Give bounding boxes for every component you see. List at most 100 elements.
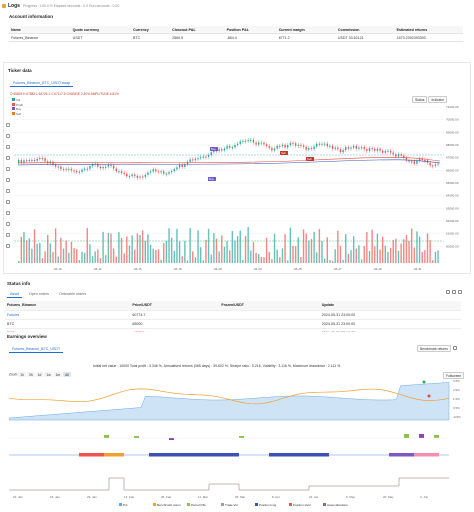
- period-pnl-bar: [419, 434, 424, 438]
- indicator-item[interactable]: Profit: [12, 102, 23, 108]
- drawing-tool-icon[interactable]: [6, 211, 10, 215]
- volume-bar: [202, 260, 205, 263]
- drawing-tool-icon[interactable]: [6, 244, 10, 248]
- candle: [313, 146, 315, 150]
- tab-ticker-symbol[interactable]: Futures_Binance_BTC_USDT.swap: [10, 80, 74, 87]
- account-section: Account information: [9, 14, 53, 19]
- volume-bar: [381, 236, 384, 263]
- status-row[interactable]: BTC 65000 2024-05-31 23:00:00: [5, 319, 461, 329]
- drawing-tool-icon[interactable]: [6, 233, 10, 237]
- indicator-item[interactable]: Sell: [12, 111, 23, 117]
- drawing-tool-icon[interactable]: [6, 134, 10, 138]
- candle: [207, 154, 210, 157]
- fullscreen-button[interactable]: Fullscreen: [443, 372, 465, 379]
- legend-label[interactable]: Period P&L: [191, 503, 207, 507]
- zoom-option[interactable]: 1m: [53, 372, 63, 377]
- status-tab[interactable]: Open orders: [29, 292, 49, 296]
- legend-label[interactable]: Asset allocation: [327, 503, 348, 507]
- trade-marker[interactable]: [210, 147, 218, 151]
- candle: [118, 171, 120, 173]
- status-cell: [219, 310, 320, 320]
- legend-label[interactable]: Benchmark return: [157, 503, 181, 507]
- volume-bar: [184, 240, 186, 263]
- drawing-tool-icon[interactable]: [6, 145, 10, 149]
- eye-icon[interactable]: [452, 290, 456, 294]
- candle: [279, 145, 281, 147]
- trade-marker[interactable]: [306, 157, 314, 161]
- zoom-option[interactable]: 1h: [18, 372, 27, 377]
- drawing-tool-icon[interactable]: [6, 123, 10, 127]
- drawing-tool-icon[interactable]: [6, 200, 10, 204]
- status-col-header: Frozen/USDT: [219, 301, 320, 311]
- position-segment: [389, 453, 414, 457]
- zoom-option[interactable]: 1d: [35, 372, 44, 377]
- indicator-button[interactable]: Indicator: [428, 96, 448, 103]
- zoom-option[interactable]: 3h: [27, 372, 35, 377]
- y-tick-label: -0.5%: [453, 415, 461, 419]
- ticker-card: Ticker data Futures_Binance_BTC_USDT.swa…: [3, 62, 471, 274]
- candle: [397, 154, 400, 157]
- volume-bar: [141, 230, 144, 263]
- zoom-option[interactable]: 1w: [44, 372, 53, 377]
- candle: [350, 147, 352, 149]
- zoom-option[interactable]: All: [63, 372, 71, 377]
- volume-bar: [136, 233, 139, 263]
- ticker-chart[interactable]: 71000.00 70000.00 69000.00 68000.00 67000.00…: [14, 103, 469, 273]
- candle: [176, 167, 178, 170]
- earnings-chart[interactable]: 3.5% 2.5% 1.5% 0.5% -0.5% 01. Jan 15. Jan 29. J…: [9, 378, 469, 512]
- candle: [387, 150, 389, 152]
- volume-bar: [73, 248, 75, 263]
- volume-bar: [255, 252, 257, 263]
- candle: [168, 172, 170, 174]
- status-cell: Futures: [5, 310, 131, 320]
- volume-bar: [115, 256, 117, 263]
- indicator-swatch: [12, 102, 15, 106]
- trade-marker[interactable]: [208, 177, 216, 181]
- indicator-item[interactable]: Buy: [12, 107, 23, 112]
- candle: [23, 160, 25, 163]
- legend-label[interactable]: Pnl: [123, 503, 128, 507]
- zoom-label: Zoom: [9, 372, 19, 377]
- candle: [173, 169, 176, 172]
- account-cell: 1673.2392393393: [394, 33, 463, 42]
- legend-label[interactable]: Position short: [293, 503, 311, 507]
- trade-marker[interactable]: [280, 151, 288, 155]
- drawing-tool-icon[interactable]: [6, 222, 10, 226]
- benchmark-select[interactable]: Benchmark returns: [417, 345, 451, 352]
- drawing-tool-icon[interactable]: [6, 167, 10, 171]
- candle: [329, 145, 331, 147]
- indicator-item[interactable]: Vol: [12, 98, 23, 103]
- drawing-tool-icon[interactable]: [6, 178, 10, 182]
- legend-label[interactable]: Position long: [259, 503, 277, 507]
- volume-bar: [123, 253, 125, 263]
- status-row[interactable]: Futures 60774.7 2024-05-31 23:00:00: [5, 310, 461, 320]
- volume-bar: [258, 254, 260, 263]
- candle: [337, 147, 339, 150]
- candle: [255, 142, 257, 145]
- x-tick-label: 6. May: [346, 495, 356, 499]
- refresh-icon[interactable]: [446, 290, 450, 294]
- status-tab[interactable]: Orderable orders: [58, 292, 87, 296]
- volume-bar: [395, 238, 397, 263]
- y-tick-label: 60000.00: [446, 244, 459, 248]
- ohlc-legend: O 65825 H 67882 L 64726.1 C 67117.5 CHAN…: [10, 92, 119, 96]
- status-tab[interactable]: Asset: [7, 291, 22, 298]
- toggle-icon[interactable]: [452, 345, 457, 350]
- legend-label[interactable]: Trade Vol: [225, 503, 238, 507]
- drawing-tool-icon[interactable]: [6, 156, 10, 160]
- volume-bar: [160, 259, 162, 263]
- candle: [321, 143, 323, 145]
- settings-icon[interactable]: [458, 290, 462, 294]
- x-tick-label: 8. Apr: [272, 495, 280, 499]
- candle: [73, 170, 75, 172]
- y-tick-label: 62000.00: [446, 219, 459, 223]
- drawing-tool-icon[interactable]: [6, 189, 10, 193]
- candle: [110, 164, 112, 166]
- volume-bar: [139, 234, 141, 263]
- volume-bar: [28, 238, 30, 263]
- tab-earnings-symbol[interactable]: Futures_Binance_BTC_USDT: [9, 346, 64, 353]
- volume-bar: [434, 251, 437, 263]
- candle: [186, 161, 189, 165]
- volume-bar: [263, 257, 265, 263]
- status-button[interactable]: Status: [412, 96, 428, 103]
